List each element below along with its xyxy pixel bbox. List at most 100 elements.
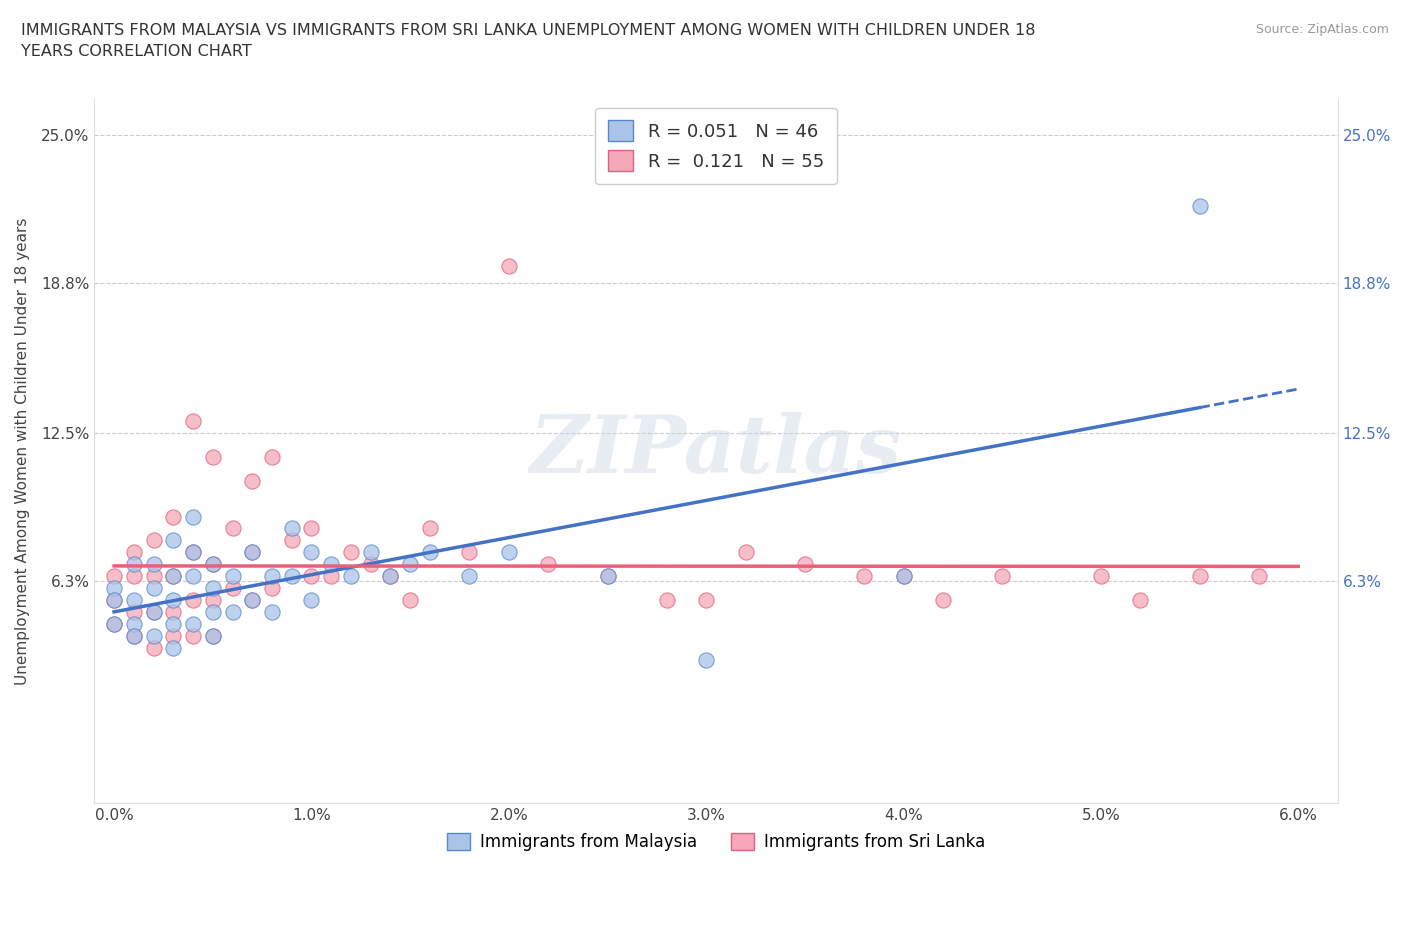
Point [122,545,145,560]
Point [280,521,302,536]
Point [181,545,204,560]
Point [340,545,363,560]
Point [142,604,165,619]
Point [201,604,224,619]
Point [260,580,283,595]
Point [498,545,520,560]
Point [162,592,184,607]
Point [893,569,915,584]
Point [321,569,343,584]
Point [181,569,204,584]
Point [301,569,323,584]
Point [240,473,263,488]
Point [537,557,560,572]
Point [122,557,145,572]
Point [419,521,441,536]
Point [201,580,224,595]
Point [122,592,145,607]
Point [103,617,125,631]
Point [221,521,243,536]
Point [240,592,263,607]
Point [181,592,204,607]
Point [260,449,283,464]
Point [122,617,145,631]
Point [399,557,422,572]
Point [596,569,619,584]
Point [596,569,619,584]
Point [162,569,184,584]
Point [1247,569,1270,584]
Point [301,545,323,560]
Point [793,557,815,572]
Point [142,533,165,548]
Point [458,545,481,560]
Point [201,592,224,607]
Point [340,569,363,584]
Y-axis label: Unemployment Among Women with Children Under 18 years: Unemployment Among Women with Children U… [15,218,30,684]
Point [498,259,520,273]
Point [162,641,184,656]
Point [201,557,224,572]
Point [142,580,165,595]
Point [142,604,165,619]
Point [162,509,184,524]
Point [181,617,204,631]
Point [162,569,184,584]
Point [260,604,283,619]
Point [1188,569,1211,584]
Point [301,521,323,536]
Point [991,569,1014,584]
Point [240,545,263,560]
Point [181,545,204,560]
Point [162,533,184,548]
Point [240,545,263,560]
Point [221,604,243,619]
Point [201,449,224,464]
Point [201,629,224,644]
Point [280,533,302,548]
Point [458,569,481,584]
Point [122,629,145,644]
Point [280,569,302,584]
Point [1188,199,1211,214]
Point [181,629,204,644]
Point [122,629,145,644]
Point [181,509,204,524]
Point [142,569,165,584]
Point [122,604,145,619]
Point [380,569,402,584]
Point [142,641,165,656]
Point [380,569,402,584]
Point [103,580,125,595]
Point [1090,569,1112,584]
Point [360,545,382,560]
Point [142,557,165,572]
Point [301,592,323,607]
Point [399,592,422,607]
Point [162,604,184,619]
Point [162,617,184,631]
Point [260,569,283,584]
Point [201,557,224,572]
Text: Source: ZipAtlas.com: Source: ZipAtlas.com [1256,23,1389,36]
Point [221,569,243,584]
Text: ZIPatlas: ZIPatlas [530,412,903,489]
Point [893,569,915,584]
Point [419,545,441,560]
Point [162,629,184,644]
Point [321,557,343,572]
Point [695,592,717,607]
Point [221,580,243,595]
Point [932,592,955,607]
Point [103,592,125,607]
Point [695,652,717,667]
Text: IMMIGRANTS FROM MALAYSIA VS IMMIGRANTS FROM SRI LANKA UNEMPLOYMENT AMONG WOMEN W: IMMIGRANTS FROM MALAYSIA VS IMMIGRANTS F… [21,23,1036,60]
Point [103,592,125,607]
Point [142,629,165,644]
Point [201,629,224,644]
Legend: Immigrants from Malaysia, Immigrants from Sri Lanka: Immigrants from Malaysia, Immigrants fro… [440,827,991,858]
Point [360,557,382,572]
Point [122,569,145,584]
Point [240,592,263,607]
Point [103,569,125,584]
